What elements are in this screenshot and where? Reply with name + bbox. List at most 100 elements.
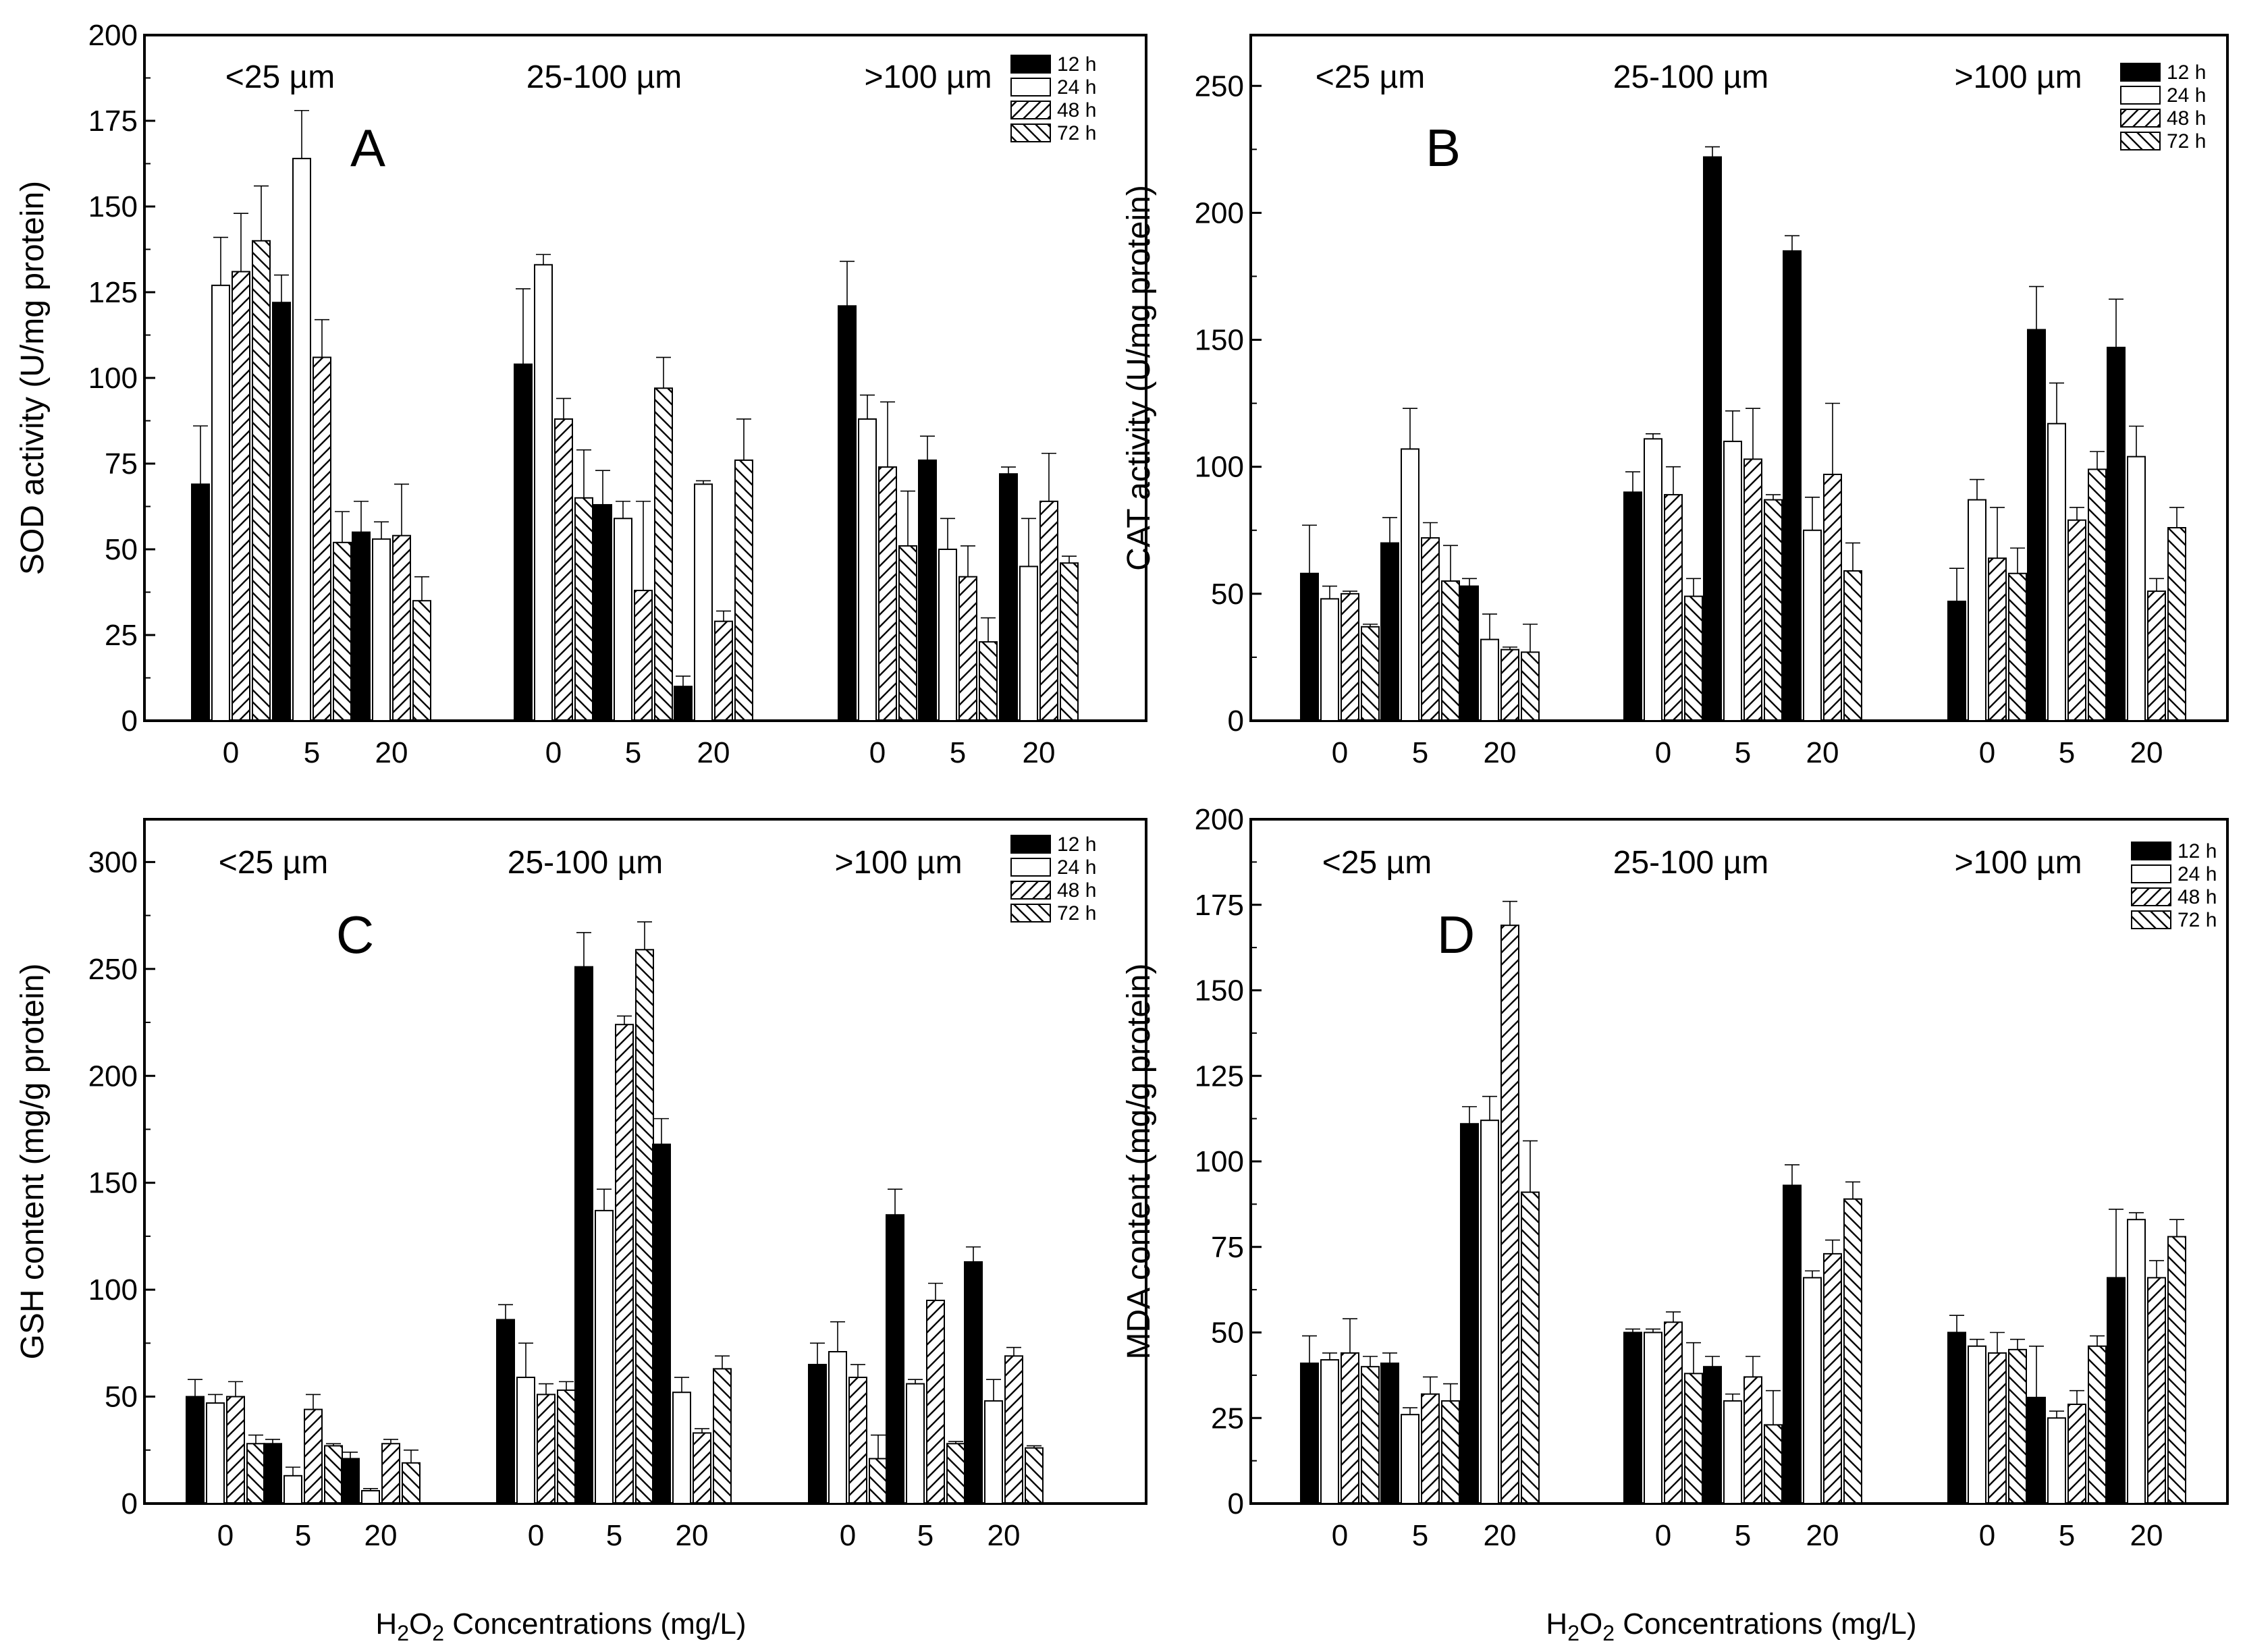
legend-swatch — [1010, 78, 1051, 97]
bar — [381, 1443, 400, 1504]
y-tick-label: 125 — [1195, 1059, 1244, 1093]
y-tick-label: 200 — [88, 1059, 138, 1093]
legend-swatch — [1010, 858, 1051, 877]
bar — [1019, 566, 1038, 722]
bar — [1723, 1400, 1742, 1504]
bar — [1743, 1376, 1762, 1505]
x-tick-label: 20 — [1806, 736, 1839, 769]
legend-label: 24 h — [1057, 76, 1096, 99]
legend-label: 48 h — [2178, 886, 2217, 908]
size-group-label: <25 µm — [1316, 59, 1425, 95]
bar — [1341, 1352, 1359, 1505]
y-tick-label: 175 — [1195, 889, 1244, 922]
legend-swatch — [2120, 63, 2161, 82]
panel-letter: C — [336, 905, 374, 964]
bar — [313, 356, 331, 721]
bar — [1623, 491, 1642, 721]
bar — [272, 302, 291, 721]
bar — [2067, 519, 2086, 722]
x-tick-label: 20 — [676, 1519, 709, 1552]
x-tick-label: 0 — [223, 736, 239, 769]
bar — [574, 497, 593, 721]
bar — [694, 483, 713, 721]
bar — [858, 418, 877, 722]
x-tick-label: 20 — [375, 736, 408, 769]
y-tick-label: 25 — [1211, 1402, 1244, 1435]
y-tick-label: 0 — [1228, 1487, 1244, 1520]
y-tick-label: 100 — [1195, 1145, 1244, 1178]
bar — [652, 1143, 671, 1504]
bar — [1441, 580, 1460, 722]
bar — [938, 549, 957, 721]
x-tick-label: 5 — [295, 1519, 311, 1552]
bar — [595, 1209, 614, 1504]
bar — [1684, 595, 1703, 721]
legend-label: 72 h — [2178, 909, 2217, 931]
bar — [574, 966, 593, 1505]
bar — [958, 576, 977, 722]
bar — [898, 545, 917, 721]
bar — [1783, 250, 1802, 721]
x-tick-label: 0 — [528, 1519, 544, 1552]
x-tick-label: 20 — [2130, 1519, 2163, 1552]
x-tick-label: 5 — [2059, 1519, 2075, 1552]
bar — [402, 1462, 421, 1504]
legend-swatch — [1010, 55, 1051, 74]
panel-letter: B — [1426, 118, 1461, 177]
size-group-label: >100 µm — [834, 845, 962, 881]
size-group-label: <25 µm — [1322, 845, 1432, 881]
bar — [246, 1443, 265, 1504]
x-tick-label: 5 — [917, 1519, 934, 1552]
size-group-label: 25-100 µm — [1613, 845, 1768, 881]
bar — [918, 459, 937, 721]
y-tick-label: 150 — [1195, 324, 1244, 357]
y-tick-label: 200 — [88, 19, 138, 52]
y-tick-label: 150 — [1195, 974, 1244, 1008]
legend-label: 24 h — [2178, 863, 2217, 885]
bar — [1320, 598, 1339, 722]
bar — [635, 949, 654, 1504]
bar — [1764, 1424, 1783, 1504]
bar — [1623, 1331, 1642, 1504]
legend-swatch — [1010, 835, 1051, 854]
y-tick-label: 75 — [105, 447, 138, 480]
y-tick-label: 250 — [88, 953, 138, 986]
bar — [557, 1389, 576, 1504]
legend-swatch — [2120, 132, 2161, 150]
bar — [672, 1392, 691, 1505]
bar — [1743, 458, 1762, 721]
bar — [496, 1319, 515, 1505]
y-tick-label: 200 — [1195, 196, 1244, 229]
size-group-label: 25-100 µm — [508, 845, 663, 881]
x-tick-label: 0 — [1655, 736, 1671, 769]
x-tick-label: 20 — [1484, 1519, 1517, 1552]
y-tick-label: 0 — [121, 705, 138, 738]
bar — [1988, 1352, 2007, 1505]
legend-label: 72 h — [1057, 902, 1096, 925]
bar — [1300, 1362, 1319, 1504]
y-tick-label: 300 — [88, 846, 138, 879]
bar — [1521, 651, 1540, 722]
y-tick-label: 125 — [88, 276, 138, 309]
x-axis-title-left: H2O2 Concentrations (mg/L) — [375, 1607, 746, 1645]
y-tick-label: 0 — [121, 1487, 138, 1520]
size-group-label: 25-100 µm — [1613, 59, 1768, 95]
bar — [1500, 925, 1519, 1505]
bar — [999, 473, 1018, 721]
x-tick-label: 20 — [2130, 736, 2163, 769]
legend-label: 12 h — [1057, 53, 1096, 76]
x-tick-label: 20 — [364, 1519, 398, 1552]
bar — [1460, 1123, 1479, 1504]
legend-label: 24 h — [1057, 856, 1096, 879]
legend-swatch — [2131, 910, 2171, 929]
bar — [516, 1377, 535, 1504]
bar — [1300, 572, 1319, 722]
x-tick-label: 5 — [950, 736, 966, 769]
bar — [838, 305, 857, 721]
x-tick-label: 0 — [545, 736, 562, 769]
legend-swatch — [2131, 887, 2171, 906]
bar — [713, 1368, 732, 1505]
bar — [1843, 570, 1862, 721]
x-tick-label: 0 — [1332, 1519, 1348, 1552]
